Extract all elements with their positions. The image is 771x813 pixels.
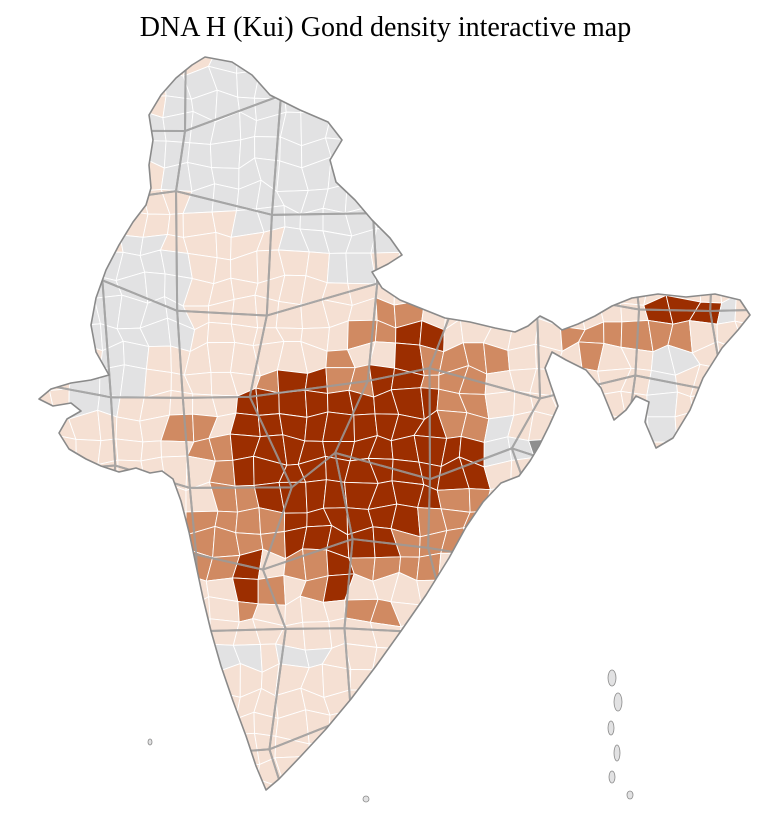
country-outline: [38, 56, 751, 791]
map-title: DNA H (Kui) Gond density interactive map: [139, 12, 632, 43]
districts-layer[interactable]: [22, 43, 771, 813]
islands-layer: [147, 669, 634, 803]
